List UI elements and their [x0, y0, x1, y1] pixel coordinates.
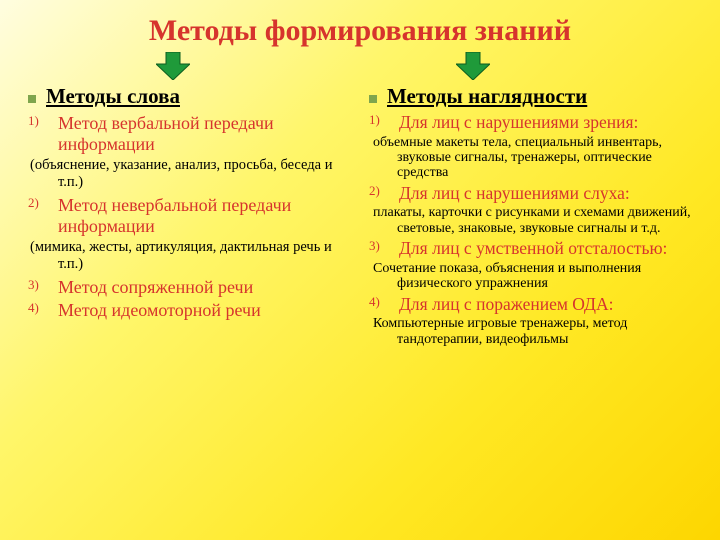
- left-column-title: Методы слова: [46, 84, 180, 109]
- list-item: Метод сопряженной речи: [28, 277, 351, 298]
- arrow-down-left: [156, 52, 190, 80]
- list-subtext: (мимика, жесты, артикуляция, дактильная …: [30, 239, 351, 272]
- list-subtext: (объяснение, указание, анализ, просьба, …: [30, 157, 351, 190]
- bullet-square-icon: [28, 95, 36, 103]
- right-list: Для лиц с нарушениями зрения:: [369, 113, 692, 133]
- bullet-square-icon: [369, 95, 377, 103]
- list-item: Для лиц с поражением ОДА:: [369, 295, 692, 315]
- arrows-row: [28, 52, 692, 84]
- left-column: Методы слова Метод вербальной передачи и…: [28, 84, 351, 350]
- list-item: Метод идеомоторной речи: [28, 300, 351, 321]
- list-subtext: Сочетание показа, объяснения и выполнени…: [371, 261, 692, 292]
- left-list: Метод вербальной передачи информации: [28, 113, 351, 155]
- list-subtext: объемные макеты тела, специальный инвент…: [371, 135, 692, 181]
- left-list: Метод невербальной передачи информации: [28, 195, 351, 237]
- list-subtext: Компьютерные игровые тренажеры, метод та…: [371, 316, 692, 347]
- right-list: Для лиц с поражением ОДА:: [369, 295, 692, 315]
- page-title: Методы формирования знаний: [28, 14, 692, 48]
- right-column-title: Методы наглядности: [387, 84, 587, 109]
- right-list: Для лиц с умственной отсталостью:: [369, 239, 692, 259]
- list-subtext: плакаты, карточки с рисунками и схемами …: [371, 205, 692, 236]
- list-item: Для лиц с нарушениями зрения:: [369, 113, 692, 133]
- list-item: Для лиц с нарушениями слуха:: [369, 184, 692, 204]
- arrow-down-right: [456, 52, 490, 80]
- list-item: Для лиц с умственной отсталостью:: [369, 239, 692, 259]
- right-list: Для лиц с нарушениями слуха:: [369, 184, 692, 204]
- left-list: Метод сопряженной речи Метод идеомоторно…: [28, 277, 351, 321]
- right-column: Методы наглядности Для лиц с нарушениями…: [369, 84, 692, 350]
- list-item: Метод вербальной передачи информации: [28, 113, 351, 155]
- list-item: Метод невербальной передачи информации: [28, 195, 351, 237]
